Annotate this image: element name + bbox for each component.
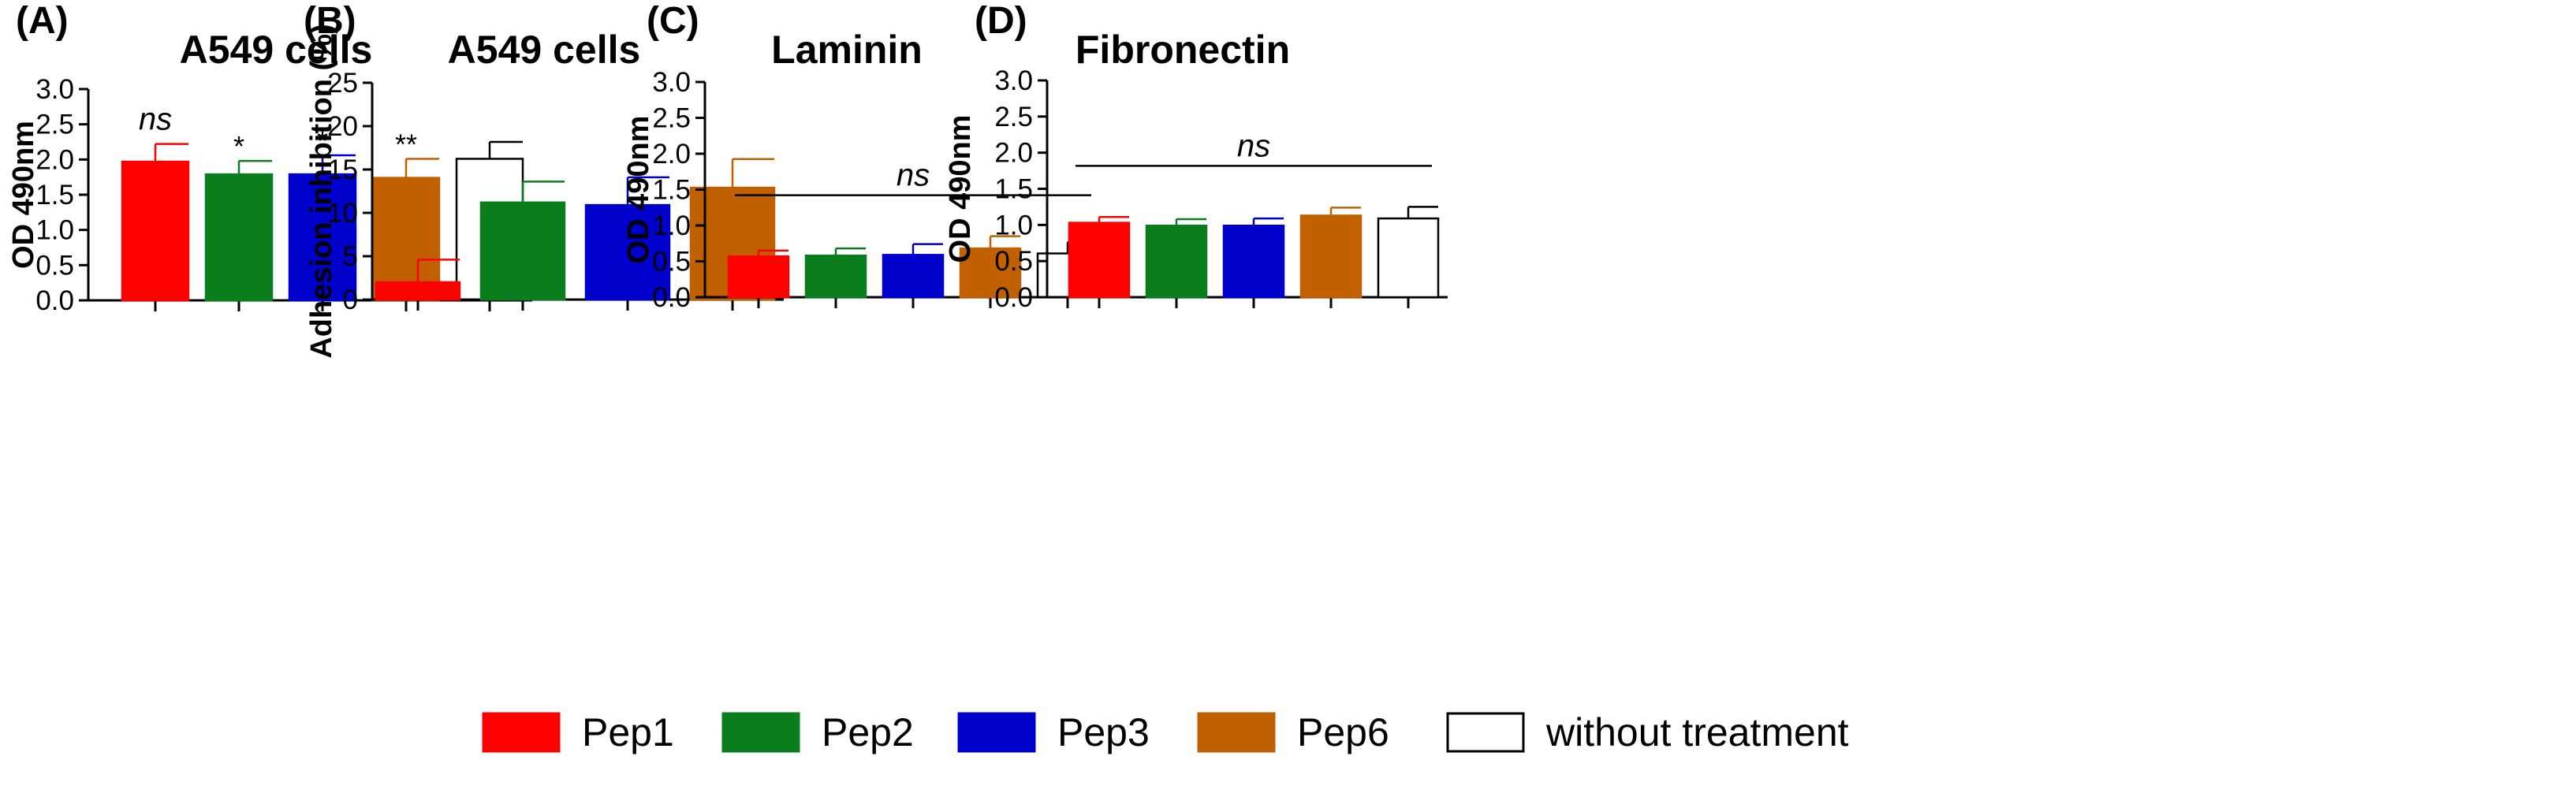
y-tick-label: 1.5 [652,175,691,206]
legend-item-pep3: Pep3 [957,710,1150,754]
chart-panel-4: (D) Fibronectin 0.0 0.5 1.0 1.5 2.0 2.5 3.0 OD 49… [944,0,1448,313]
legend-item-pep1: Pep1 [482,710,674,754]
legend-swatch [957,712,1036,753]
bar-pep1 [727,255,790,299]
panel-letter: (A) [16,0,69,42]
legend-item-without-treatment: without treatment [1446,710,1849,754]
legend-label: Pep1 [582,710,674,754]
y-tick-label: 0.0 [652,282,691,313]
significance-marker: * [317,125,328,157]
legend: Pep1 Pep2 Pep3 Pep6 without treatment [482,710,1849,754]
y-tick-label: 25 [327,68,358,99]
significance-marker: * [233,130,244,162]
bar-pep2 [204,173,274,302]
bar-pep2 [804,254,867,299]
significance-marker: ** [395,128,417,160]
y-tick-label: 15 [327,155,358,185]
ns-annotation: ns [1237,129,1270,163]
bar-without-treatment [1377,217,1440,299]
y-tick-label: 3.0 [35,74,74,105]
bar-pep1 [1068,222,1131,299]
y-tick-label: 2.0 [35,144,74,175]
y-tick-label: 0 [343,285,358,315]
y-tick-label: 3.0 [994,65,1033,96]
bar-pep3 [882,254,945,299]
panel-title: Fibronectin [1076,28,1290,72]
bar-pep2 [1145,225,1208,299]
legend-swatch [1446,712,1525,753]
y-tick-label: 2.5 [35,110,74,140]
legend-item-pep6: Pep6 [1197,710,1389,754]
y-tick-label: 2.5 [994,102,1033,132]
y-axis-label: OD 490nm [622,116,655,264]
legend-label: Pep2 [822,710,914,754]
legend-label: Pep3 [1057,710,1150,754]
panel-letter: (C) [647,0,699,42]
y-tick-label: 10 [327,198,358,229]
panel-title: Laminin [771,28,923,72]
y-tick-label: 3.0 [652,67,691,98]
y-tick-label: 1.5 [994,174,1033,205]
panel-title: A549 cells [448,28,641,72]
legend-label: without treatment [1545,710,1849,754]
y-tick-label: 2.0 [994,138,1033,169]
y-tick-label: 1.0 [652,210,691,241]
panel-letter: (B) [304,0,356,42]
bar-pep6 [959,247,1022,299]
y-tick-label: 1.0 [35,215,74,246]
y-tick-label: 1.5 [35,180,74,210]
ns-annotation: ns [897,158,930,193]
panels: (A) A549 cells 0.0 0.5 1.0 1.5 2.0 2.5 3.0 OD 490… [7,0,1448,359]
y-tick-label: 0.5 [35,250,74,281]
y-axis-label: Adhesion inhibition (%) [305,24,338,358]
y-tick-label: 0.0 [994,282,1033,313]
y-tick-label: 2.5 [652,103,691,134]
bar-pep1 [375,281,461,301]
ns-annotation: ns [139,102,172,137]
bar-pep1 [121,160,190,302]
legend-label: Pep6 [1297,710,1389,754]
bar-pep6 [1299,214,1363,299]
bar-pep3 [1222,225,1285,299]
y-tick-label: 0.5 [652,247,691,277]
bar-pep3 [288,173,357,302]
legend-swatch [721,712,800,753]
legend-swatch [1197,712,1276,753]
y-tick-label: 20 [327,111,358,142]
panel-title: A549 cells [180,28,373,72]
y-axis-label: OD 490nm [7,121,40,269]
legend-swatch [482,712,561,753]
bar-pep3 [584,203,671,301]
y-tick-label: 2.0 [652,139,691,169]
y-tick-label: 0.5 [994,246,1033,277]
panel-letter: (D) [975,0,1027,42]
bar-pep2 [479,201,566,301]
chart-panel-3: (C) Laminin 0.0 0.5 1.0 1.5 2.0 2.5 3.0 OD 490nm n… [622,0,1107,313]
y-axis-label: OD 490nm [944,115,977,263]
y-tick-label: 5 [343,241,358,272]
y-tick-label: 0.0 [35,285,74,316]
legend-item-pep2: Pep2 [721,710,914,754]
y-tick-label: 1.0 [994,210,1033,240]
